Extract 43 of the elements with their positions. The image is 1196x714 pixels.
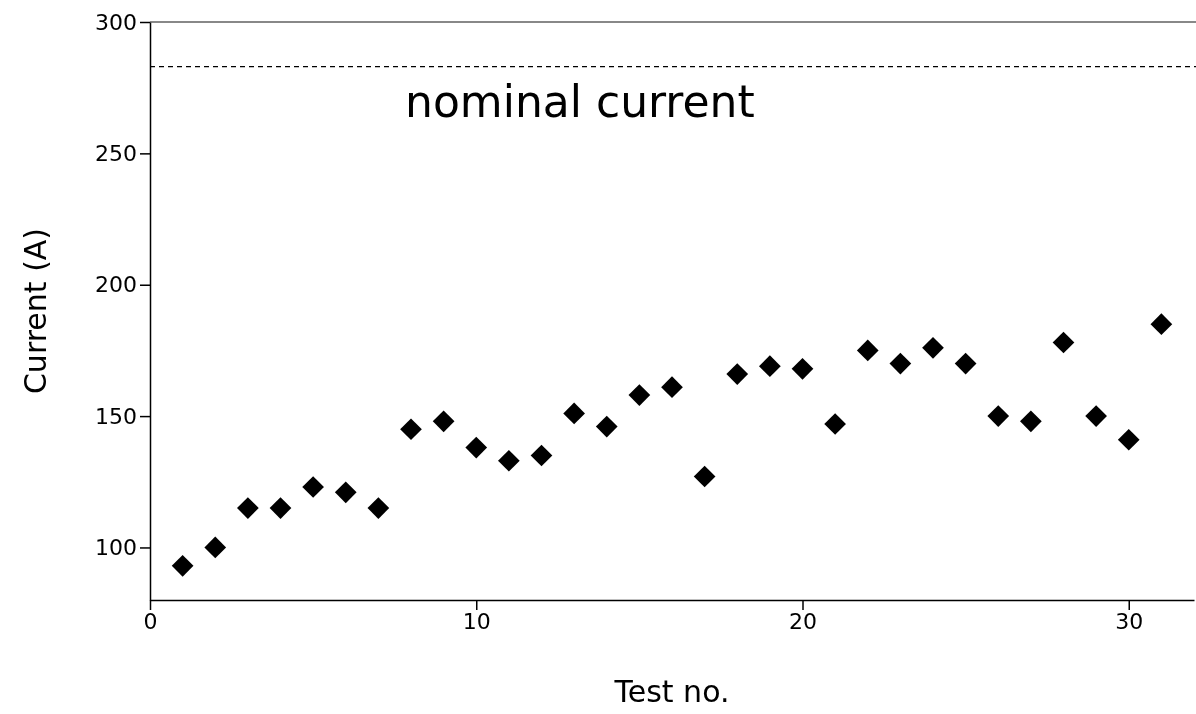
point <box>987 405 1010 427</box>
ref-line-label: nominal current <box>405 75 755 127</box>
point <box>954 352 977 375</box>
point <box>204 536 227 559</box>
point <box>791 357 814 380</box>
point <box>269 497 292 519</box>
x-axis-title: Test no. <box>613 674 730 709</box>
point <box>824 413 846 435</box>
point <box>1052 331 1075 354</box>
point <box>432 410 455 433</box>
point <box>1020 410 1042 433</box>
y-tick-label: 300 <box>95 9 137 35</box>
point <box>400 418 422 441</box>
point <box>171 555 194 577</box>
x-tick-label: 20 <box>789 608 817 634</box>
point <box>628 384 651 406</box>
point <box>693 465 716 488</box>
x-tick-label: 10 <box>462 608 491 634</box>
point <box>530 444 553 467</box>
y-tick-label: 250 <box>95 140 137 166</box>
y-tick-label: 100 <box>95 534 137 560</box>
y-tick-label: 200 <box>95 272 137 298</box>
point <box>302 476 324 498</box>
point <box>498 449 520 472</box>
point <box>856 339 879 362</box>
point <box>889 352 912 375</box>
x-tick-label: 0 <box>143 608 158 634</box>
y-tick-label: 150 <box>95 403 137 429</box>
y-axis-title: Current (A) <box>18 227 53 395</box>
x-tick-label: 30 <box>1115 608 1144 634</box>
point <box>1150 313 1173 335</box>
point <box>595 415 618 438</box>
point <box>759 355 781 378</box>
point <box>334 481 357 504</box>
point <box>922 336 944 359</box>
point <box>237 497 259 519</box>
point <box>563 402 585 425</box>
point <box>661 376 683 399</box>
point <box>367 497 390 519</box>
point <box>1117 428 1140 451</box>
point <box>1085 405 1107 427</box>
point <box>726 363 749 385</box>
point <box>465 436 488 459</box>
